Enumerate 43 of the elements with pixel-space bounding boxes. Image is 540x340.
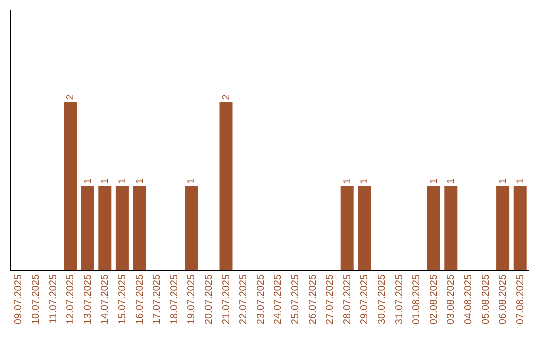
x-tick-label: 04.08.2025 <box>463 274 474 325</box>
data-label: 1 <box>428 178 440 184</box>
x-tick-label: 19.07.2025 <box>186 274 198 325</box>
data-label: 1 <box>360 178 371 184</box>
x-tick-label: 17.07.2025 <box>152 274 164 325</box>
data-label: 1 <box>498 178 510 184</box>
x-tick-label: 25.07.2025 <box>290 274 302 325</box>
x-tick-label: 03.08.2025 <box>446 274 458 325</box>
x-tick-label: 18.07.2025 <box>169 274 180 325</box>
x-tick-label: 26.07.2025 <box>308 274 319 325</box>
data-label: 2 <box>221 94 232 100</box>
x-tick-label: 13.07.2025 <box>82 274 94 325</box>
x-tick-label: 09.07.2025 <box>14 274 25 325</box>
x-tick-label: 24.07.2025 <box>273 274 284 325</box>
x-tick-label: 29.07.2025 <box>360 274 371 325</box>
x-tick-label: 06.08.2025 <box>498 274 510 325</box>
data-label: 1 <box>342 178 354 184</box>
x-tick-label: 12.07.2025 <box>66 274 77 325</box>
x-tick-label: 30.07.2025 <box>376 274 388 325</box>
x-tick-label: 14.07.2025 <box>100 274 112 325</box>
x-tick-label: 02.08.2025 <box>428 274 440 325</box>
data-label: 1 <box>100 178 112 184</box>
data-label: 1 <box>515 178 526 184</box>
x-tick-label: 07.08.2025 <box>515 274 526 325</box>
data-label: 1 <box>134 178 146 184</box>
x-tick-label: 28.07.2025 <box>342 274 354 325</box>
x-tick-label: 23.07.2025 <box>256 274 267 325</box>
x-tick-label: 22.07.2025 <box>238 274 250 325</box>
x-tick-label: 21.07.2025 <box>221 274 232 325</box>
data-label: 1 <box>82 178 94 184</box>
x-tick-label: 10.07.2025 <box>30 274 42 325</box>
x-tick-label: 01.08.2025 <box>412 274 423 325</box>
x-tick-label: 31.07.2025 <box>394 274 406 325</box>
x-tick-label: 27.07.2025 <box>325 274 336 325</box>
data-label: 1 <box>446 178 458 184</box>
x-tick-label: 15.07.2025 <box>117 274 128 325</box>
x-tick-label: 16.07.2025 <box>134 274 146 325</box>
x-tick-label: 20.07.2025 <box>204 274 215 325</box>
data-label: 1 <box>117 178 128 184</box>
data-label: 1 <box>186 178 198 184</box>
x-tick-label: 11.07.2025 <box>48 274 60 324</box>
data-label: 2 <box>66 94 77 100</box>
x-tick-label: 05.08.2025 <box>480 274 492 325</box>
